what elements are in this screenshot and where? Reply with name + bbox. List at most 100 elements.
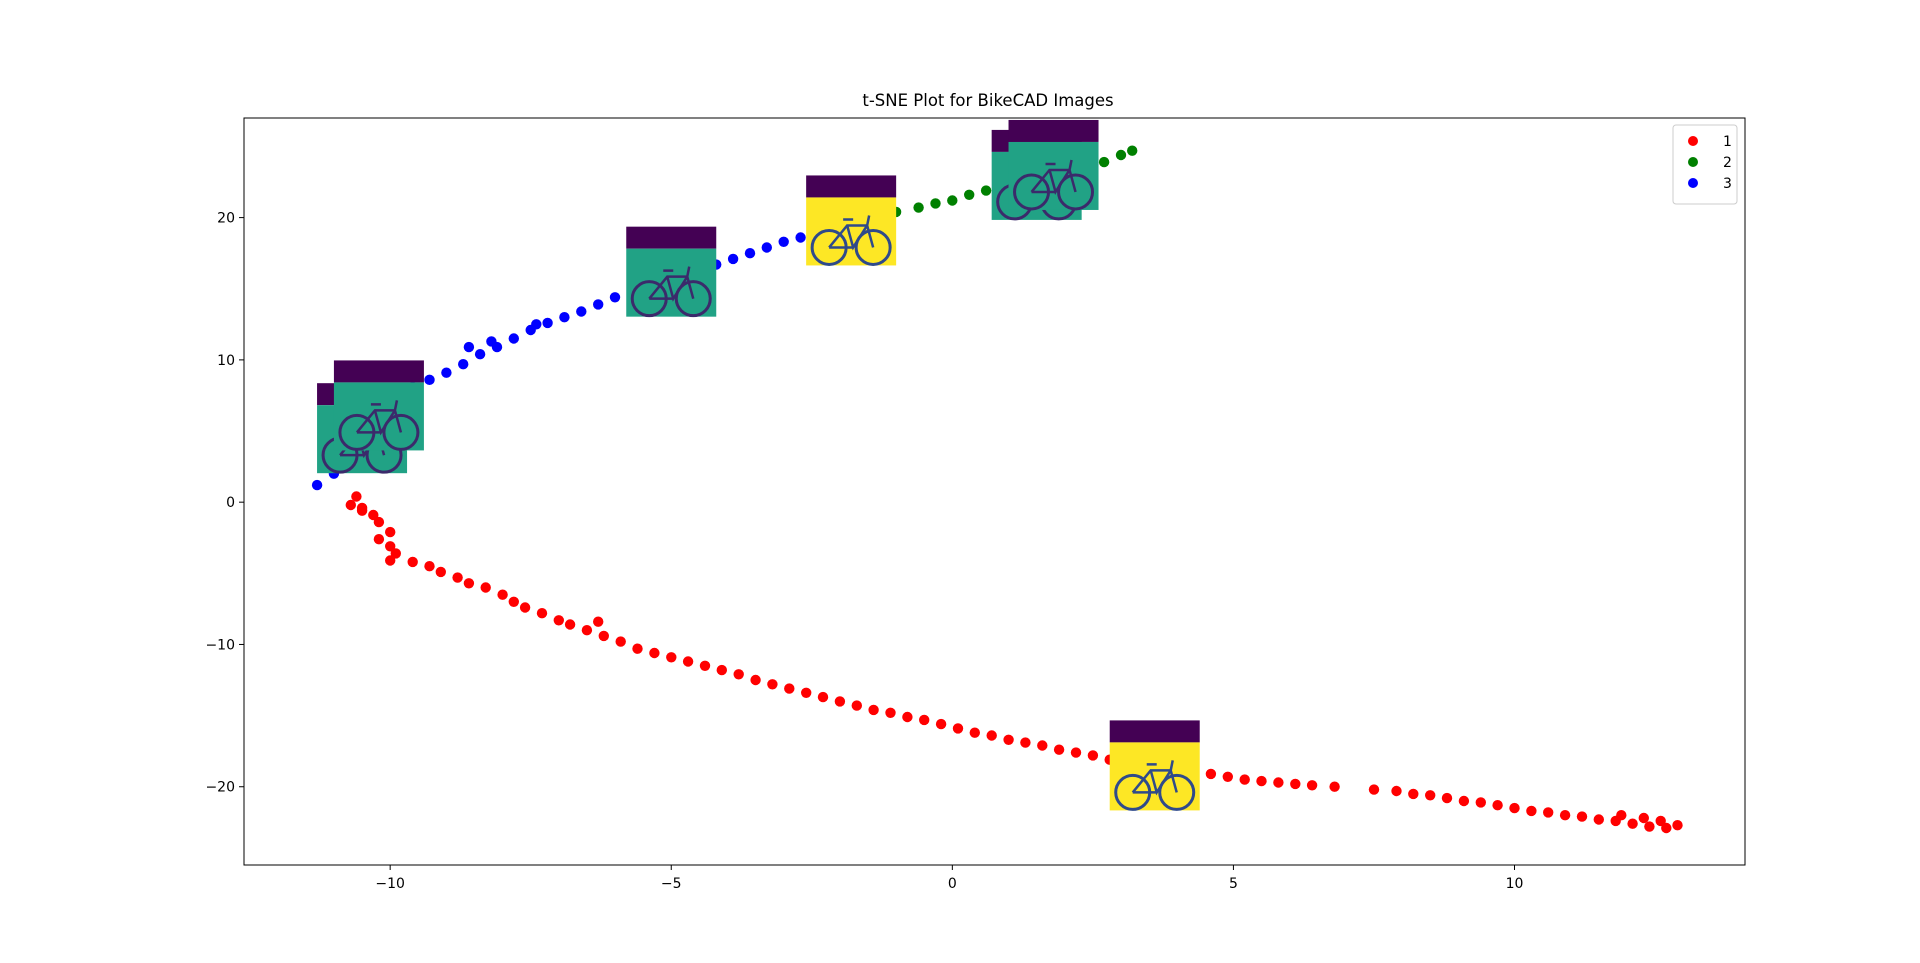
x-tick-label: −10 (375, 876, 405, 892)
series-1-point (356, 502, 368, 514)
bike-frame-icon (1131, 760, 1178, 796)
series-1-point (564, 619, 576, 630)
series-1-point (1425, 790, 1436, 801)
series-3-point (761, 242, 772, 253)
series-3-point (463, 341, 475, 353)
series-3-point (458, 359, 469, 370)
series-2-point (930, 198, 941, 209)
series-1-point (1391, 785, 1402, 797)
series-1-point (373, 516, 385, 528)
series-1-point (767, 679, 778, 690)
series-1-point (553, 615, 564, 626)
series-1-point (1661, 822, 1672, 834)
series-1-point (1509, 802, 1520, 814)
series-1-point (407, 556, 418, 568)
series-1-point (1306, 780, 1318, 791)
series-1-point (817, 691, 829, 703)
series-1-point (463, 578, 475, 589)
series-1-point (969, 727, 980, 738)
series-1-point (373, 534, 385, 545)
series-1-point (345, 499, 356, 511)
series-3-point (778, 236, 789, 247)
bike-thumbnail-icon (1008, 119, 1099, 211)
bike-frame-icon (355, 400, 403, 436)
bike-frame-icon (828, 215, 875, 251)
series-3-point (593, 299, 604, 310)
legend: 1 2 3 (1672, 124, 1738, 205)
series-1-point (435, 566, 446, 578)
series-1-point (1627, 818, 1638, 829)
bike-frame-icon (648, 266, 695, 302)
x-tick-label: 10 (1506, 876, 1524, 892)
series-3-point (474, 349, 486, 360)
series-1-point (1222, 771, 1234, 782)
bike-frame-icon (1030, 159, 1077, 196)
series-3-point (424, 374, 435, 385)
series-3-point (727, 253, 739, 265)
series-1-point (385, 526, 396, 538)
bike-wheel-icon (382, 413, 420, 451)
series-2-point (1098, 156, 1110, 168)
series-1-point (851, 700, 862, 711)
series-1-point (1543, 807, 1554, 818)
series-2-point (1127, 145, 1138, 156)
series-1-point (1329, 781, 1340, 792)
series-1-point (536, 608, 548, 619)
series-3-point (508, 333, 519, 344)
series-3-point (609, 292, 621, 303)
bike-thumbnail-icon (1109, 720, 1200, 811)
legend-marker (1688, 157, 1698, 167)
y-tick-label: −20 (205, 780, 235, 796)
series-2-point (1115, 149, 1127, 161)
series-1-point (1644, 821, 1655, 832)
series-1-point (1070, 747, 1082, 758)
axes-layer: −10 −5 0 5 10 −20 −10 0 10 20 (205, 117, 1746, 892)
series-1-point (1638, 812, 1650, 824)
series-1-point (1526, 805, 1537, 817)
series-3-point (542, 317, 553, 329)
legend-label: 1 (1723, 134, 1732, 150)
bike-thumbnail-icon (626, 226, 717, 318)
x-tick-label: 0 (948, 876, 957, 892)
legend-marker (1688, 136, 1698, 146)
series-2-point (964, 189, 975, 200)
legend-label: 2 (1723, 155, 1732, 171)
thumbnail-background (626, 248, 717, 317)
thumbnail-top-band (806, 175, 897, 198)
series-1-point (666, 652, 677, 663)
series-1-point (1256, 775, 1267, 787)
series-1-point (1290, 778, 1301, 790)
bike-thumbnail-icon (806, 175, 897, 266)
series-1-point (986, 730, 997, 741)
series-1-point (1672, 820, 1683, 831)
series-1-point (351, 491, 362, 502)
series-1-point (1239, 774, 1250, 785)
y-tick-label: −10 (205, 637, 235, 653)
series-1-point (750, 674, 761, 686)
series-1-point (716, 664, 727, 676)
series-1-point (1616, 810, 1627, 821)
series-1-point (368, 509, 379, 521)
y-tick-label: 0 (226, 495, 235, 511)
series-1-point (1475, 797, 1487, 808)
series-1-point (649, 647, 660, 659)
series-1-point (519, 602, 531, 613)
series-3-point (441, 367, 452, 378)
series-1-point (452, 572, 463, 583)
series-1-point (424, 561, 435, 572)
series-1-point (801, 687, 812, 698)
series-1-point (1559, 810, 1571, 821)
series-1-point (1655, 815, 1666, 827)
series-1-point (1205, 768, 1217, 780)
series-1-point (834, 696, 846, 707)
bike-wheel-icon (674, 280, 712, 318)
series-1-point (1273, 777, 1284, 788)
series-1-point (1368, 784, 1380, 795)
series-1-point (390, 548, 401, 559)
series-1-point (919, 714, 930, 726)
series-1-point (935, 718, 947, 730)
series-1-point (952, 723, 964, 734)
series-1-point (784, 683, 795, 694)
series-2-point (947, 195, 958, 206)
